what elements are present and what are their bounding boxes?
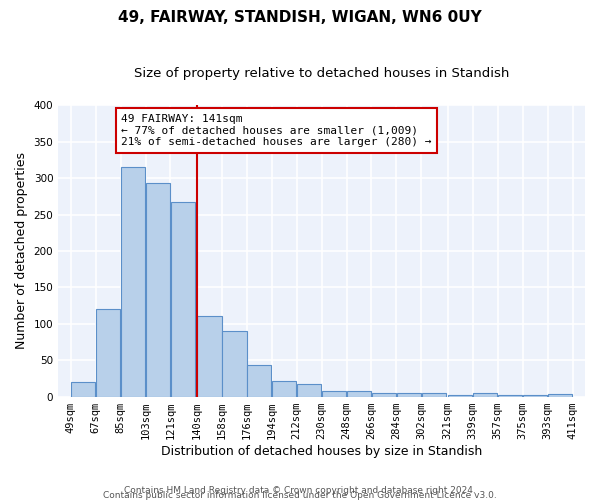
X-axis label: Distribution of detached houses by size in Standish: Distribution of detached houses by size … [161,444,482,458]
Bar [372,393,396,396]
Bar [297,384,322,396]
Bar [473,393,497,396]
Bar [272,382,296,396]
Bar [222,331,247,396]
Text: 49 FAIRWAY: 141sqm
← 77% of detached houses are smaller (1,009)
21% of semi-deta: 49 FAIRWAY: 141sqm ← 77% of detached hou… [121,114,432,147]
Bar [197,316,221,396]
Bar [146,183,170,396]
Text: Contains public sector information licensed under the Open Government Licence v3: Contains public sector information licen… [103,491,497,500]
Bar [523,395,547,396]
Bar [448,395,472,396]
Text: Contains HM Land Registry data © Crown copyright and database right 2024.: Contains HM Land Registry data © Crown c… [124,486,476,495]
Bar [498,395,523,396]
Bar [397,393,421,396]
Text: 49, FAIRWAY, STANDISH, WIGAN, WN6 0UY: 49, FAIRWAY, STANDISH, WIGAN, WN6 0UY [118,10,482,25]
Bar [347,391,371,396]
Bar [170,202,195,396]
Bar [247,364,271,396]
Bar [422,393,446,396]
Bar [71,382,95,396]
Title: Size of property relative to detached houses in Standish: Size of property relative to detached ho… [134,68,509,80]
Bar [548,394,572,396]
Bar [96,309,121,396]
Bar [121,167,145,396]
Bar [322,391,346,396]
Y-axis label: Number of detached properties: Number of detached properties [15,152,28,350]
